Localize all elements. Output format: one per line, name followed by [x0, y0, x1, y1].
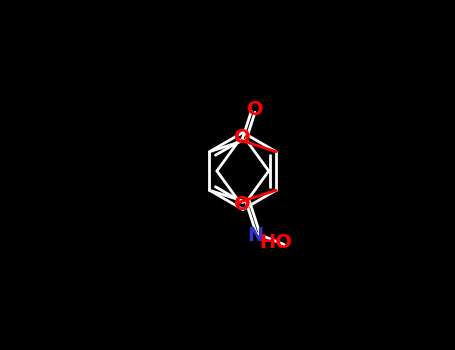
Text: O: O	[247, 100, 263, 119]
Text: O: O	[234, 195, 251, 214]
Text: HO: HO	[259, 233, 292, 252]
Text: N: N	[247, 226, 263, 245]
Text: O: O	[234, 128, 251, 147]
